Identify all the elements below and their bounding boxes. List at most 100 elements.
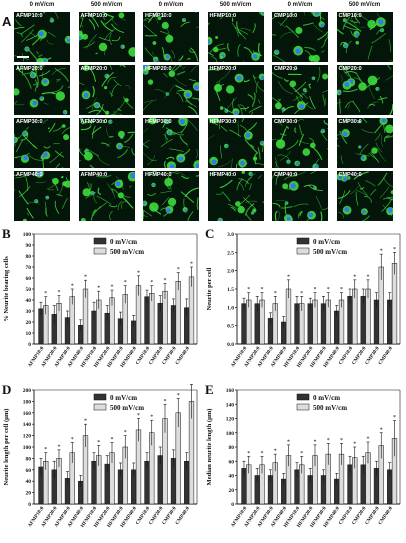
significance-mark: * [380, 427, 383, 433]
legend-label: 500 mV/cm [110, 248, 144, 256]
y-axis-label: Median neurite length (µm) [206, 409, 213, 486]
column-header: 0 mV/cm [158, 2, 184, 8]
significance-mark: * [84, 275, 87, 281]
micrograph-tile: AFMP40:0 [78, 171, 135, 221]
legend-swatch [296, 237, 310, 245]
tile-label: HFMP30:0 [209, 119, 237, 125]
panel-letter: B [2, 226, 11, 241]
y-tick-label: 0 [28, 502, 31, 508]
micrograph-tile: AFMP30:0 [14, 118, 70, 168]
micrograph-tile: AFMP20:0 [14, 65, 70, 115]
micrograph-tile: HFMP30:0 [207, 118, 264, 168]
significance-mark: * [260, 287, 263, 293]
tile-label: CMP40:0 [274, 172, 298, 178]
y-tick-label: 180 [23, 399, 32, 405]
tile-label: AFMP20:0 [80, 66, 108, 72]
chart-svg: E 0 20 40 60 80 100 120 140 160 Median neurite len… [205, 382, 401, 529]
column-header: 500 mV/cm [219, 2, 252, 8]
tile-label: CMP40:0 [338, 172, 362, 178]
y-tick-label: 2.0 [227, 269, 234, 275]
micrograph-image [207, 118, 264, 168]
significance-mark: * [274, 291, 277, 297]
tile-label: AFMP20:0 [16, 66, 43, 72]
x-tick-label: CMP40:0 [378, 506, 394, 526]
legend-swatch [296, 247, 310, 255]
micrograph-image [272, 66, 328, 115]
y-tick-label: 70 [26, 265, 32, 271]
micrograph-image [143, 12, 199, 62]
micrograph-image [272, 119, 328, 168]
significance-mark: * [327, 287, 330, 293]
micrograph-image [336, 118, 393, 164]
significance-mark: * [353, 442, 356, 448]
micrograph-tile: HFMP20:0 [143, 65, 199, 115]
legend-label: 500 mV/cm [313, 248, 347, 256]
micrograph-image [143, 171, 199, 221]
y-tick-label: 160 [226, 388, 235, 394]
micrograph-tile: CMP20:0 [336, 65, 393, 115]
micrograph-tile: AFMP10:0 [78, 12, 135, 62]
micrograph-image [272, 12, 328, 62]
micrograph-tile: HFMP40:0 [143, 171, 199, 221]
significance-mark: * [300, 291, 303, 297]
chart-neurite-bearing-cells: B 0 10 20 30 40 50 60 70 80 90 100 % Neurite bearing… [0, 226, 203, 378]
y-tick-label: 90 [26, 243, 32, 249]
y-axis-label: Neurite per cell [206, 267, 213, 310]
y-tick-label: 50 [26, 287, 32, 293]
micrograph-image [212, 171, 264, 221]
tile-label: AFMP30:0 [16, 119, 43, 125]
legend-swatch [93, 247, 107, 255]
y-tick-label: 80 [26, 456, 32, 462]
micrograph-image [78, 65, 133, 115]
y-tick-label: 30 [26, 309, 32, 315]
significance-mark: * [97, 440, 100, 446]
chart-neurite-per-cell: C 0.0 0.5 1.0 1.5 2.0 2.5 3.0 Neurite per cell * *… [203, 226, 406, 378]
significance-mark: * [137, 413, 140, 419]
y-tick-label: 80 [26, 254, 32, 260]
micrograph-image [143, 65, 199, 115]
significance-mark: * [44, 291, 47, 297]
significance-mark: * [353, 274, 356, 280]
micrograph-tile: AFMP10:0 [14, 12, 70, 62]
tile-label: HFMP40:0 [145, 172, 172, 178]
micrograph-image [207, 12, 264, 62]
panel-letter: E [205, 382, 214, 397]
legend-swatch [296, 393, 310, 401]
y-tick-label: 120 [226, 417, 235, 423]
significance-mark: * [110, 285, 113, 291]
y-tick-label: 20 [26, 320, 32, 326]
micrograph-image [207, 65, 264, 115]
significance-mark: * [150, 280, 153, 286]
y-tick-label: 3.0 [227, 232, 234, 238]
y-tick-label: 10 [26, 331, 32, 337]
micrograph-image [272, 171, 328, 221]
significance-mark: * [57, 290, 60, 296]
micrograph-tile: CMP20:0 [272, 65, 328, 115]
legend-swatch [93, 403, 107, 411]
scale-bar [17, 56, 29, 58]
micrograph-tile: CMP40:0 [272, 171, 328, 221]
legend-label: 500 mV/cm [110, 404, 144, 412]
y-tick-label: 100 [226, 431, 235, 437]
x-tick-label: CMP40:0 [175, 506, 191, 526]
y-tick-label: 1.0 [227, 305, 234, 311]
micrograph-grid: AFMP10:0 AFMP10:0 HFMP10:0 HFMP10:0 CMP10:0 C… [14, 12, 400, 224]
panel-letter: C [205, 226, 214, 241]
bar-500mv [391, 263, 398, 345]
micrograph-tile: AFMP20:0 [78, 65, 135, 115]
micrograph-image [78, 12, 135, 57]
panel-a-letter: A [2, 14, 12, 29]
legend-label: 500 mV/cm [313, 404, 347, 412]
significance-mark: * [300, 451, 303, 457]
significance-mark: * [340, 438, 343, 444]
y-tick-label: 0.0 [227, 342, 234, 348]
significance-mark: * [393, 247, 396, 253]
legend-label: 0 mV/cm [313, 238, 340, 246]
column-header: 500 mV/cm [348, 2, 381, 8]
micrograph-image [14, 65, 70, 115]
tile-label: CMP30:0 [338, 119, 362, 125]
tile-label: HFMP10:0 [145, 13, 172, 19]
bar-500mv [162, 290, 168, 345]
micrograph-tile: HFMP10:0 [143, 12, 199, 62]
tile-label: CMP10:0 [274, 13, 298, 19]
